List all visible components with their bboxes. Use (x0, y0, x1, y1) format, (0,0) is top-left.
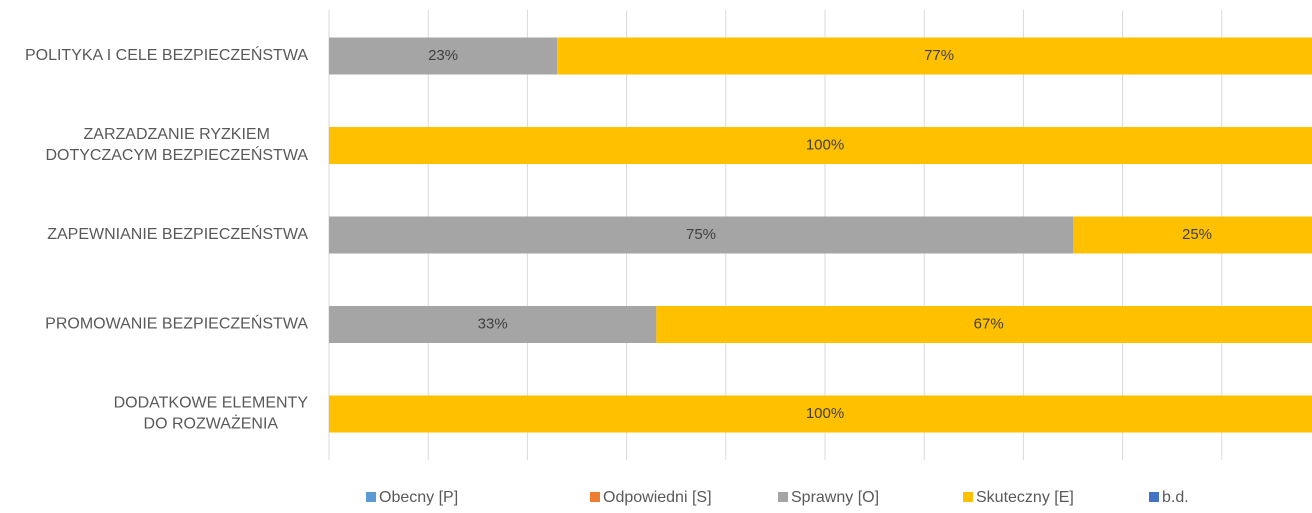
legend-item: Obecny [P] (366, 489, 458, 506)
data-label: 25% (1182, 226, 1212, 243)
data-label: 67% (974, 315, 1004, 332)
bar-segment (329, 127, 1312, 164)
legend-swatch (590, 492, 600, 502)
legend-label: Obecny [P] (379, 489, 458, 506)
legend-label: Odpowiedni [S] (603, 489, 712, 506)
bar-segment (1073, 216, 1312, 254)
legend-item: Sprawny [O] (778, 489, 879, 506)
y-tick-label: ZAPEWNIANIE BEZPIECZEŃSTWA (47, 224, 308, 243)
data-label: 23% (428, 47, 458, 64)
y-tick-label: POLITYKA I CELE BEZPIECZEŃSTWA (25, 45, 308, 64)
y-tick-label: PROMOWANIE BEZPIECZEŃSTWA (45, 314, 308, 333)
legend-swatch (1149, 492, 1159, 502)
bar-segment (329, 395, 1312, 433)
data-label: 77% (924, 47, 954, 64)
legend-label: b.d. (1162, 489, 1189, 506)
legend-item: Odpowiedni [S] (590, 489, 712, 506)
bar-segment (656, 306, 1312, 343)
y-tick-label: DODATKOWE ELEMENTY DO ROZWAŻENIA (114, 395, 309, 433)
y-tick-label-line: DOTYCZACYM BEZPIECZEŃSTWA (45, 145, 308, 164)
data-label: 100% (806, 405, 844, 422)
y-tick-label-line: DODATKOWE ELEMENTY (114, 395, 309, 412)
bar-segment (329, 216, 1073, 254)
data-label: 75% (686, 226, 716, 243)
legend-label: Skuteczny [E] (976, 489, 1074, 506)
y-tick-label-line: DO ROZWAŻENIA (144, 414, 279, 433)
y-tick-label: ZARZADZANIE RYZKIEM DOTYCZACYM BEZPIECZEŃ… (45, 126, 308, 164)
legend-swatch (778, 492, 788, 502)
legend-swatch (963, 492, 973, 502)
data-label: 100% (806, 136, 844, 153)
bar-segment (557, 37, 1312, 75)
bar-segment (329, 37, 558, 75)
legend-item: Skuteczny [E] (963, 489, 1074, 506)
y-tick-label-line: ZARZADZANIE RYZKIEM (84, 126, 270, 143)
legend-label: Sprawny [O] (791, 489, 879, 506)
legend-item: b.d. (1149, 489, 1189, 506)
legend-swatch (366, 492, 376, 502)
data-label: 33% (478, 315, 508, 332)
bar-segment (329, 306, 657, 343)
